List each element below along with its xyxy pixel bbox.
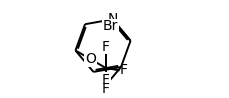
Text: O: O <box>84 52 95 66</box>
Text: F: F <box>119 63 127 77</box>
Text: Br: Br <box>103 19 118 33</box>
Text: F: F <box>101 40 109 54</box>
Text: F: F <box>102 73 110 87</box>
Text: F: F <box>101 82 109 96</box>
Text: N: N <box>107 12 117 26</box>
